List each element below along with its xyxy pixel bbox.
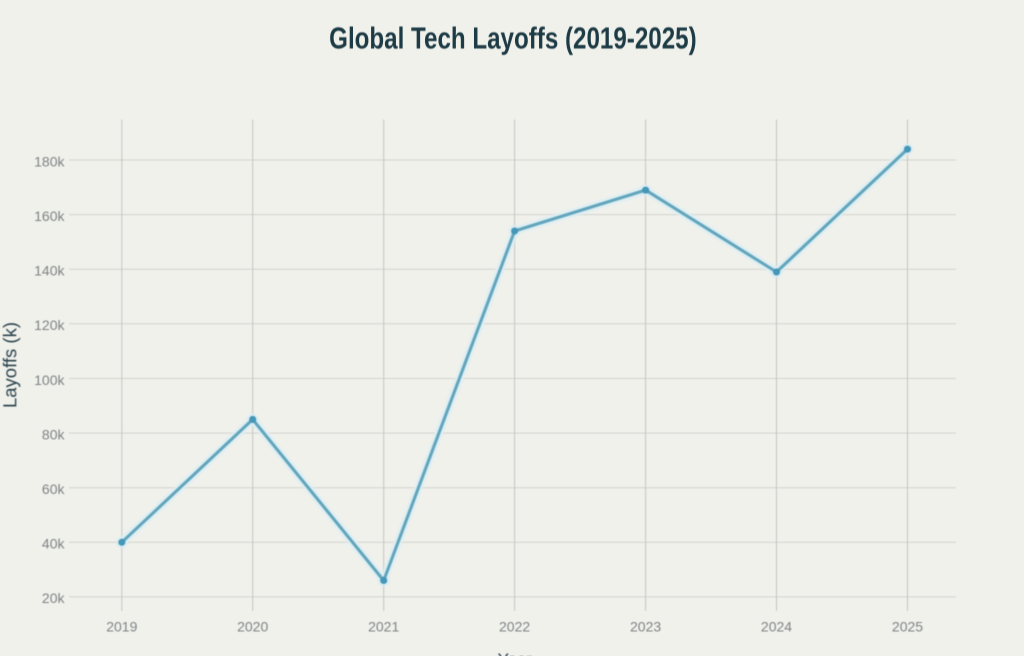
svg-text:60k: 60k [42, 481, 66, 497]
svg-text:2021: 2021 [368, 619, 399, 635]
svg-text:Year: Year [498, 650, 533, 656]
svg-text:80k: 80k [42, 426, 66, 442]
svg-text:40k: 40k [42, 536, 66, 552]
svg-text:160k: 160k [34, 208, 65, 224]
svg-text:Layoffs (k): Layoffs (k) [0, 322, 20, 408]
svg-text:2023: 2023 [630, 619, 661, 635]
svg-text:100k: 100k [34, 372, 65, 388]
svg-text:20k: 20k [42, 590, 66, 606]
svg-text:140k: 140k [34, 263, 65, 279]
svg-text:2020: 2020 [237, 619, 268, 635]
svg-text:2025: 2025 [892, 619, 923, 635]
svg-text:120k: 120k [34, 317, 65, 333]
svg-text:2022: 2022 [499, 619, 530, 635]
svg-text:180k: 180k [34, 153, 65, 169]
svg-text:Global Tech Layoffs (2019-2025: Global Tech Layoffs (2019-2025) [329, 21, 697, 56]
svg-text:2019: 2019 [106, 619, 137, 635]
svg-text:2024: 2024 [761, 619, 792, 635]
